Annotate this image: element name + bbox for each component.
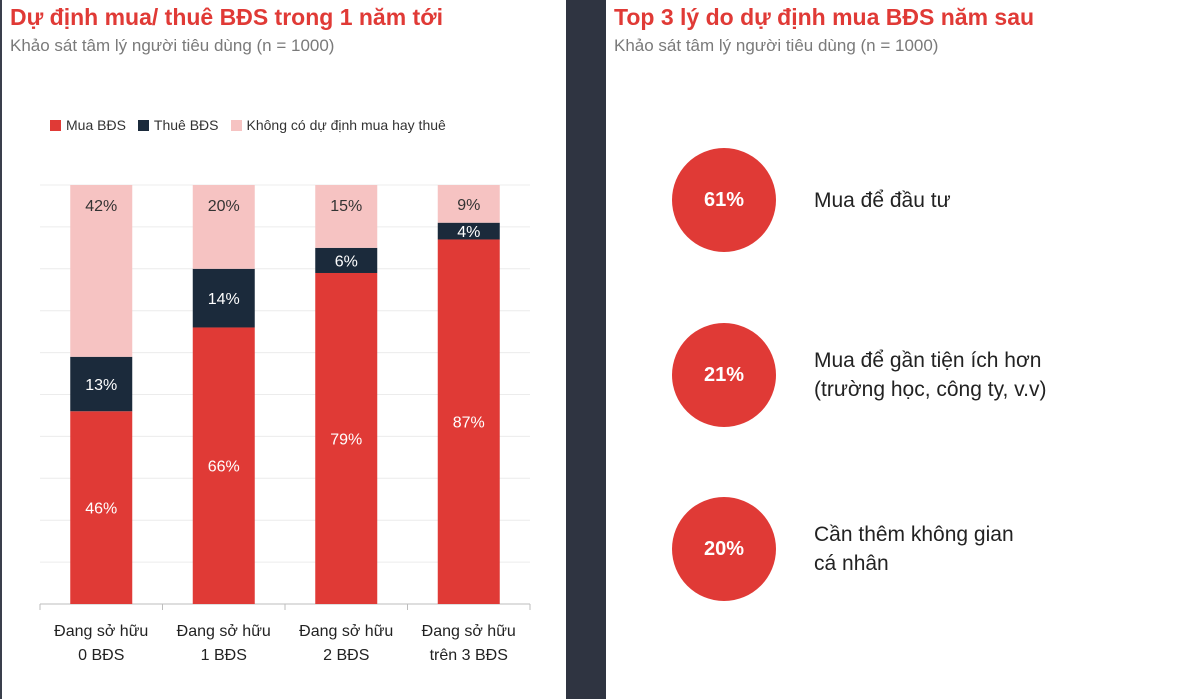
data-label: 13% bbox=[85, 377, 117, 394]
legend-label: Không có dự định mua hay thuê bbox=[246, 117, 446, 133]
data-label: 14% bbox=[208, 291, 240, 308]
reason-text: Mua để đầu tư bbox=[814, 186, 951, 215]
data-label: 20% bbox=[208, 198, 240, 215]
x-tick-label: Đang sở hữu bbox=[54, 623, 148, 640]
bar-segment bbox=[315, 272, 378, 604]
reason-item: 21% Mua để gần tiện ích hơn (trường học, c… bbox=[672, 323, 1092, 427]
x-tick-label: 2 BĐS bbox=[323, 647, 369, 664]
x-tick-label: 1 BĐS bbox=[201, 647, 247, 664]
chart-subtitle: Khảo sát tâm lý người tiêu dùng (n = 100… bbox=[10, 36, 335, 55]
x-tick-label: trên 3 BĐS bbox=[430, 647, 508, 664]
reason-text: Cần thêm không gian cá nhân bbox=[814, 520, 1014, 578]
data-label: 87% bbox=[453, 415, 485, 432]
bar-segment bbox=[315, 185, 378, 248]
data-label: 46% bbox=[85, 501, 117, 518]
reasons-subtitle: Khảo sát tâm lý người tiêu dùng (n = 100… bbox=[614, 36, 939, 55]
reason-percent-circle: 20% bbox=[672, 497, 776, 601]
data-label: 42% bbox=[85, 198, 117, 215]
chart-title: Dự định mua/ thuê BĐS trong 1 năm tới bbox=[10, 4, 443, 30]
bar-segment bbox=[192, 185, 255, 269]
legend-item: Không có dự định mua hay thuê bbox=[230, 117, 446, 133]
reason-text-line: (trường học, công ty, v.v) bbox=[814, 378, 1047, 401]
bar-segment bbox=[192, 268, 255, 328]
legend-swatch bbox=[230, 119, 242, 131]
bar-segment bbox=[70, 411, 133, 604]
bar-segment bbox=[437, 222, 500, 240]
bar-segment bbox=[70, 356, 133, 412]
legend-item: Thuê BĐS bbox=[137, 117, 219, 133]
right-panel: Top 3 lý do dự định mua BĐS năm sau Khảo… bbox=[606, 0, 1180, 699]
data-label: 9% bbox=[457, 197, 480, 214]
reason-text-line: Mua để gần tiện ích hơn bbox=[814, 349, 1042, 372]
bar-segment bbox=[315, 247, 378, 273]
reason-item: 20% Cần thêm không gian cá nhân bbox=[672, 497, 1092, 601]
reasons-title: Top 3 lý do dự định mua BĐS năm sau bbox=[614, 4, 1035, 30]
data-label: 6% bbox=[335, 253, 358, 270]
reason-text-line: Mua để đầu tư bbox=[814, 188, 951, 212]
reason-percent-circle: 61% bbox=[672, 148, 776, 252]
bar-segment bbox=[437, 185, 500, 223]
stacked-bar-chart: 46% 13% 42% Đang sở hữu 0 BĐS 66% 14% 20% Đang s… bbox=[39, 184, 531, 664]
data-label: 66% bbox=[208, 459, 240, 476]
legend-label: Mua BĐS bbox=[66, 117, 126, 133]
chart-legend: Mua BĐS Thuê BĐS Không có dự định mua hay … bbox=[50, 117, 458, 134]
x-tick-label: Đang sở hữu bbox=[422, 623, 516, 640]
x-tick-label: Đang sở hữu bbox=[299, 623, 393, 640]
legend-swatch bbox=[137, 119, 149, 131]
legend-swatch bbox=[50, 119, 61, 131]
bar-segment bbox=[437, 239, 500, 604]
reason-item: 61% Mua để đầu tư bbox=[672, 148, 1092, 252]
bar-segment bbox=[70, 185, 133, 357]
data-label: 4% bbox=[457, 224, 480, 241]
legend-item: Mua BĐS bbox=[50, 117, 126, 133]
left-panel: Dự định mua/ thuê BĐS trong 1 năm tới Kh… bbox=[0, 0, 566, 699]
bar-segment bbox=[192, 327, 255, 604]
reason-text-line: cá nhân bbox=[814, 552, 889, 575]
data-label: 15% bbox=[330, 198, 362, 215]
reason-text-line: Cần thêm không gian bbox=[814, 523, 1014, 546]
reason-percent-circle: 21% bbox=[672, 323, 776, 427]
x-tick-label: Đang sở hữu bbox=[177, 623, 271, 640]
data-label: 79% bbox=[330, 431, 362, 448]
x-tick-label: 0 BĐS bbox=[78, 647, 124, 664]
reason-text: Mua để gần tiện ích hơn (trường học, công… bbox=[814, 346, 1046, 404]
legend-label: Thuê BĐS bbox=[153, 117, 219, 133]
